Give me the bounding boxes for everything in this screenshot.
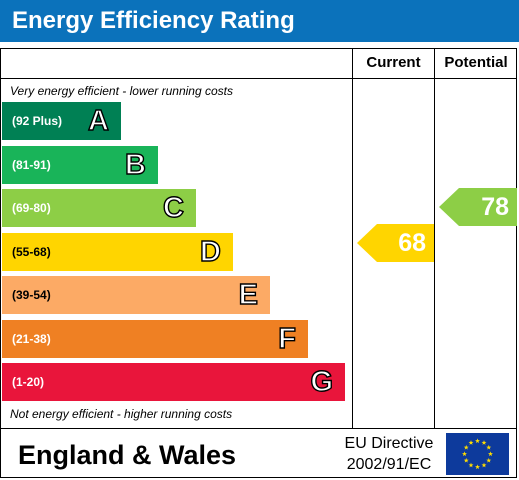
potential-rating-value: 78 xyxy=(481,193,509,221)
header-bar: Energy Efficiency Rating xyxy=(0,0,519,42)
eu-flag-star xyxy=(486,457,492,463)
band-c: (69-80) C xyxy=(2,189,196,227)
band-range-label: (39-54) xyxy=(12,288,51,302)
band-letter-label: C xyxy=(162,191,184,224)
current-column-divider xyxy=(352,48,353,429)
band-range-label: (92 Plus) xyxy=(12,114,63,128)
eu-flag-star xyxy=(475,438,480,444)
eu-flag-star xyxy=(486,444,492,450)
eu-flag-star xyxy=(488,451,493,457)
eu-flag-star xyxy=(481,440,487,445)
band-b: (81-91) B xyxy=(2,146,158,184)
eu-flag-star xyxy=(481,462,487,468)
eu-flag-star xyxy=(468,440,474,445)
band-letter-label: G xyxy=(310,365,334,398)
band-range-label: (55-68) xyxy=(12,245,51,259)
band-letter-label: D xyxy=(199,235,221,268)
chart-frame xyxy=(0,48,517,478)
potential-column-divider xyxy=(434,48,435,429)
band-a: (92 Plus) A xyxy=(2,102,121,140)
band-g: (1-20) G xyxy=(2,363,345,401)
band-e: (39-54) E xyxy=(2,276,270,314)
directive-line-1: EU Directive xyxy=(344,435,434,452)
band-range-label: (81-91) xyxy=(12,158,51,172)
eu-flag-star xyxy=(462,451,467,457)
band-range-label: (1-20) xyxy=(12,375,45,389)
band-d: (55-68) D xyxy=(2,233,233,271)
current-column-header: Current xyxy=(366,54,421,71)
band-letter-label: A xyxy=(87,104,109,137)
band-f: (21-38) F xyxy=(2,320,308,358)
band-range-label: (21-38) xyxy=(12,332,51,346)
eu-flag-star xyxy=(463,444,469,450)
eu-flag-star xyxy=(463,457,469,463)
band-letter-label: B xyxy=(124,148,146,181)
potential-column-header: Potential xyxy=(444,54,508,71)
band-letter-label: E xyxy=(238,278,259,311)
column-header-divider xyxy=(0,78,517,79)
band-letter-label: F xyxy=(278,322,297,355)
directive-line-2: 2002/91/EC xyxy=(346,456,432,473)
top-caption: Very energy efficient - lower running co… xyxy=(10,84,233,98)
eu-flag-star xyxy=(475,464,480,470)
footer-divider xyxy=(0,428,517,429)
band-range-label: (69-80) xyxy=(12,201,51,215)
current-rating-value: 68 xyxy=(398,229,426,257)
eu-flag-star xyxy=(468,462,474,468)
bottom-caption: Not energy efficient - higher running co… xyxy=(10,407,233,421)
region-label: England & Wales xyxy=(18,440,237,470)
chart-title: Energy Efficiency Rating xyxy=(12,7,295,34)
eu-flag-icon xyxy=(446,433,509,475)
